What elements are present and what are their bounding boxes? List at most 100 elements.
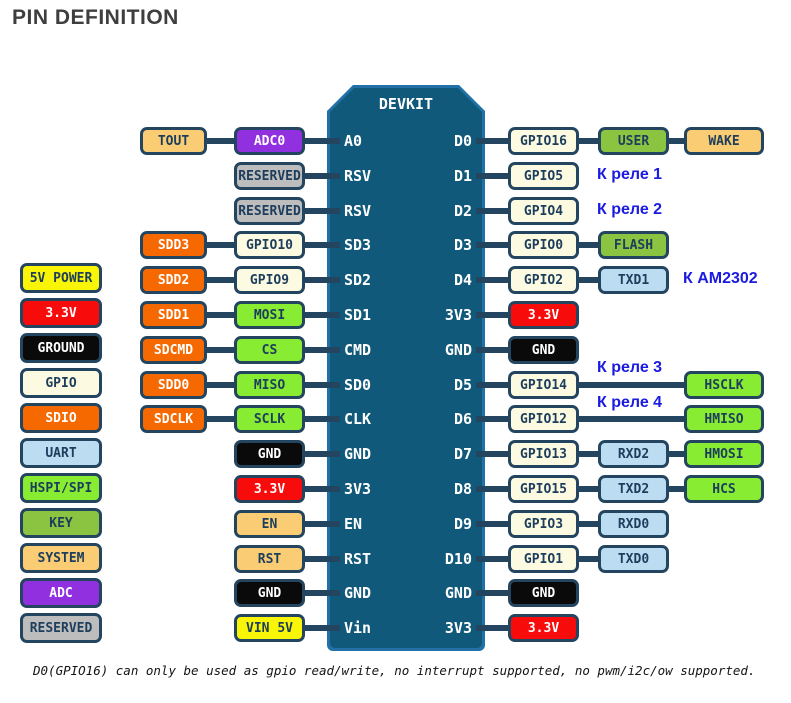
pin-box-cs: CS (234, 336, 305, 364)
pin-box-sdd1: SDD1 (140, 301, 207, 329)
pin-box-mosi: MOSI (234, 301, 305, 329)
pin-box-vin-5v: VIN 5V (234, 614, 305, 642)
pin-box-miso: MISO (234, 371, 305, 399)
pin-box-txd1: TXD1 (598, 266, 669, 294)
chip-pin-d10: D10 (444, 550, 472, 568)
pin-box-reserved-2: RESERVED (234, 197, 305, 225)
chip-pin-a0: A0 (344, 132, 363, 150)
annotation-k-rele-3: К реле 3 (597, 359, 663, 376)
chip-pin-gnd-l1: GND (344, 445, 372, 463)
pin-box-txd2: TXD2 (598, 475, 669, 503)
chip-pin-sd3: SD3 (344, 236, 372, 254)
chip-pin-en: EN (344, 515, 363, 533)
chip-pin-3v3-l: 3V3 (344, 480, 372, 498)
pin-box-gpio3: GPIO3 (508, 510, 579, 538)
connector-line (476, 382, 724, 388)
chip-pin-d8: D8 (453, 480, 472, 498)
legend-item-system: SYSTEM (20, 543, 102, 573)
pin-box-3v3-right-1: 3.3V (508, 301, 579, 329)
chip-title: DEVKIT (378, 95, 434, 113)
pin-box-gpio14: GPIO14 (508, 371, 579, 399)
chip-pin-d0: D0 (453, 132, 472, 150)
pin-box-gpio2: GPIO2 (508, 266, 579, 294)
pin-box-rxd2: RXD2 (598, 440, 669, 468)
pin-box-sdclk: SDCLK (140, 405, 207, 433)
legend-item-hspi-spi: HSPI/SPI (20, 473, 102, 503)
legend-item-adc: ADC (20, 578, 102, 608)
pin-box-gpio4: GPIO4 (508, 197, 579, 225)
pin-box-sdd3: SDD3 (140, 231, 207, 259)
chip-pin-d4: D4 (453, 271, 472, 289)
pin-box-gpio9: GPIO9 (234, 266, 305, 294)
pin-box-gpio15: GPIO15 (508, 475, 579, 503)
legend-item-sdio: SDIO (20, 403, 102, 433)
pin-box-user: USER (598, 127, 669, 155)
pin-box-gnd-left-2: GND (234, 579, 305, 607)
pin-box-3v3-right-2: 3.3V (508, 614, 579, 642)
chip-pin-vin: Vin (344, 619, 372, 637)
legend-item-5v-power: 5V POWER (20, 263, 102, 293)
chip-pin-d9: D9 (453, 515, 472, 533)
pin-box-gpio16: GPIO16 (508, 127, 579, 155)
pin-box-gnd-left-1: GND (234, 440, 305, 468)
pin-box-gnd-right-2: GND (508, 579, 579, 607)
footnote-text: D0(GPIO16) can only be used as gpio read… (33, 663, 756, 678)
legend-item-uart: UART (20, 438, 102, 468)
chip-pin-sd1: SD1 (344, 306, 372, 324)
chip-pin-gnd-r1: GND (444, 341, 472, 359)
annotation-k-rele-4: К реле 4 (597, 394, 663, 411)
pin-box-gnd-right-1: GND (508, 336, 579, 364)
legend-item-ground: GROUND (20, 333, 102, 363)
chip-pin-sd2: SD2 (344, 271, 372, 289)
pin-box-sdd0: SDD0 (140, 371, 207, 399)
chip-pin-clk: CLK (344, 410, 372, 428)
pin-box-sdd2: SDD2 (140, 266, 207, 294)
chip-pin-3v3-r1: 3V3 (444, 306, 472, 324)
legend-item-3v3: 3.3V (20, 298, 102, 328)
chip-pin-d5: D5 (453, 376, 472, 394)
pin-box-hmosi: HMOSI (684, 440, 764, 468)
chip-pin-d1: D1 (453, 167, 472, 185)
pin-box-hsclk: HSCLK (684, 371, 764, 399)
devkit-chip-body (330, 88, 482, 648)
pin-box-tout: TOUT (140, 127, 207, 155)
pin-box-gpio5: GPIO5 (508, 162, 579, 190)
page-title: PIN DEFINITION (12, 6, 179, 29)
pin-box-adc0: ADC0 (234, 127, 305, 155)
chip-pin-gnd-r2: GND (444, 584, 472, 602)
pin-box-wake: WAKE (684, 127, 764, 155)
chip-pin-cmd: CMD (344, 341, 372, 359)
chip-pin-3v3-r2: 3V3 (444, 619, 472, 637)
pin-box-flash: FLASH (598, 231, 669, 259)
pin-box-gpio0: GPIO0 (508, 231, 579, 259)
chip-pin-d3: D3 (453, 236, 472, 254)
legend-item-gpio: GPIO (20, 368, 102, 398)
annotation-k-am2302: К AM2302 (683, 270, 758, 287)
legend-item-key: KEY (20, 508, 102, 538)
pin-box-rxd0: RXD0 (598, 510, 669, 538)
pin-box-sclk: SCLK (234, 405, 305, 433)
connector-line (476, 416, 724, 422)
pin-box-gpio10: GPIO10 (234, 231, 305, 259)
chip-pin-rsv-2: RSV (344, 202, 372, 220)
pin-box-gpio12: GPIO12 (508, 405, 579, 433)
pin-box-reserved-1: RESERVED (234, 162, 305, 190)
chip-pin-d7: D7 (453, 445, 472, 463)
pin-box-hcs: HCS (684, 475, 764, 503)
legend-item-reserved: RESERVED (20, 613, 102, 643)
pin-box-sdcmd: SDCMD (140, 336, 207, 364)
pin-box-txd0: TXD0 (598, 545, 669, 573)
devkit-chip (327, 85, 485, 651)
chip-pin-d6: D6 (453, 410, 472, 428)
pin-box-en: EN (234, 510, 305, 538)
pin-box-rst: RST (234, 545, 305, 573)
chip-pin-rsv-1: RSV (344, 167, 372, 185)
chip-pin-d2: D2 (453, 202, 472, 220)
chip-pin-rst: RST (344, 550, 372, 568)
pin-box-gpio13: GPIO13 (508, 440, 579, 468)
pin-box-hmiso: HMISO (684, 405, 764, 433)
annotation-k-rele-2: К реле 2 (597, 201, 663, 218)
pin-box-gpio1: GPIO1 (508, 545, 579, 573)
pin-box-3v3-left: 3.3V (234, 475, 305, 503)
